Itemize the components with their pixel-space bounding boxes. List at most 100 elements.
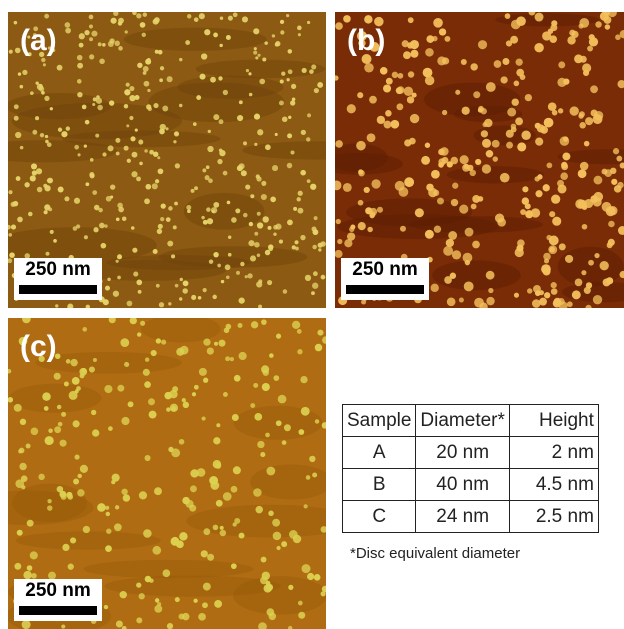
table-row: B40 nm4.5 nm [343,469,599,501]
particle [335,140,343,148]
particle [124,89,130,95]
particle [30,175,36,181]
particle [64,382,69,387]
particle [50,230,54,234]
particle [219,44,222,47]
particle [70,537,76,543]
particle [510,36,518,44]
particle [179,439,185,445]
particle [587,46,593,52]
particle [276,420,282,426]
particle [302,564,311,573]
particle [48,429,52,433]
particle [318,243,323,248]
particle [169,390,177,398]
particle [558,108,563,113]
particle [225,356,230,361]
particle [85,182,89,186]
particle [511,98,518,105]
particle [182,398,186,402]
particle [144,81,150,87]
particle [96,95,100,99]
particle [13,201,19,207]
particle [291,84,296,89]
particle [312,472,317,477]
particle [97,105,103,111]
particle [261,194,267,200]
particle [546,162,552,168]
particle [565,255,573,263]
particle [604,169,612,177]
particle [121,417,129,425]
particle [317,82,323,88]
particle [230,357,234,361]
particle [459,205,468,214]
particle [464,164,469,169]
particle [153,151,158,156]
panel-label: (a) [20,24,57,58]
particle [62,544,69,551]
particle [175,597,180,602]
scale-bar-line [19,606,97,615]
particle [559,243,566,250]
particle [198,296,202,300]
particle [307,113,311,117]
particle [283,289,288,294]
particle [154,605,162,613]
particle [83,526,90,533]
particle [73,479,79,485]
particle [527,288,532,293]
particle [165,127,168,130]
particle [280,30,284,34]
particle [37,187,43,193]
particle [515,248,524,257]
particle [297,329,302,334]
particle [404,177,414,187]
particle [602,202,612,212]
particle [594,253,599,258]
particle [472,195,480,203]
particle [44,210,48,214]
particle [292,245,296,249]
particle [460,155,469,164]
particle [19,463,26,470]
particle [213,460,221,468]
particle [560,172,568,180]
particle [121,489,127,495]
particle [613,148,619,154]
particle [272,165,278,171]
particle [93,227,98,232]
particle [210,77,216,83]
particle [91,410,96,415]
particle [152,546,161,555]
particle [399,187,409,197]
particle [448,231,457,240]
particle [535,13,544,22]
particle [243,213,248,218]
particle [297,349,302,354]
particle [282,440,287,445]
particle [336,219,341,224]
particle [408,71,414,77]
particle [91,31,97,37]
afm-image: (a) 250 nm [8,12,326,308]
particle [426,184,433,191]
particle [171,448,180,457]
particle [144,149,147,152]
particle [264,584,272,592]
particle [145,59,151,65]
particle [548,245,557,254]
particle [437,198,444,205]
particle [183,281,186,284]
particle [131,226,135,230]
particle [369,96,377,104]
particle [20,419,26,425]
particle [112,474,120,482]
particle [160,124,166,130]
particle [540,126,548,134]
particle [202,416,206,420]
particle [110,184,115,189]
particle [84,145,87,148]
particle [306,475,311,480]
particle [201,53,207,59]
